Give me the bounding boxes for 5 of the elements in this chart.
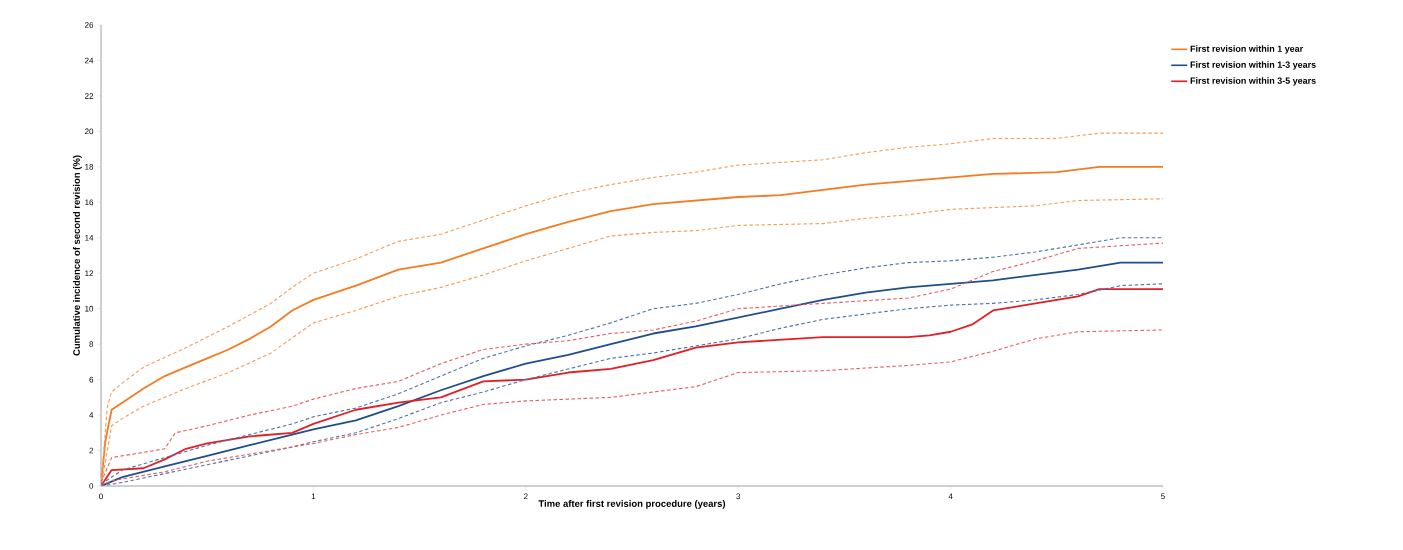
x-axis-title: Time after first revision procedure (years)	[538, 500, 726, 509]
legend-label: First revision within 1 year	[1190, 45, 1304, 54]
legend-label: First revision within 1-3 years	[1190, 61, 1316, 70]
y-axis-title: Cumulative incidence of second revision (%)	[72, 155, 82, 356]
legend-label: First revision within 3-5 years	[1190, 77, 1316, 86]
